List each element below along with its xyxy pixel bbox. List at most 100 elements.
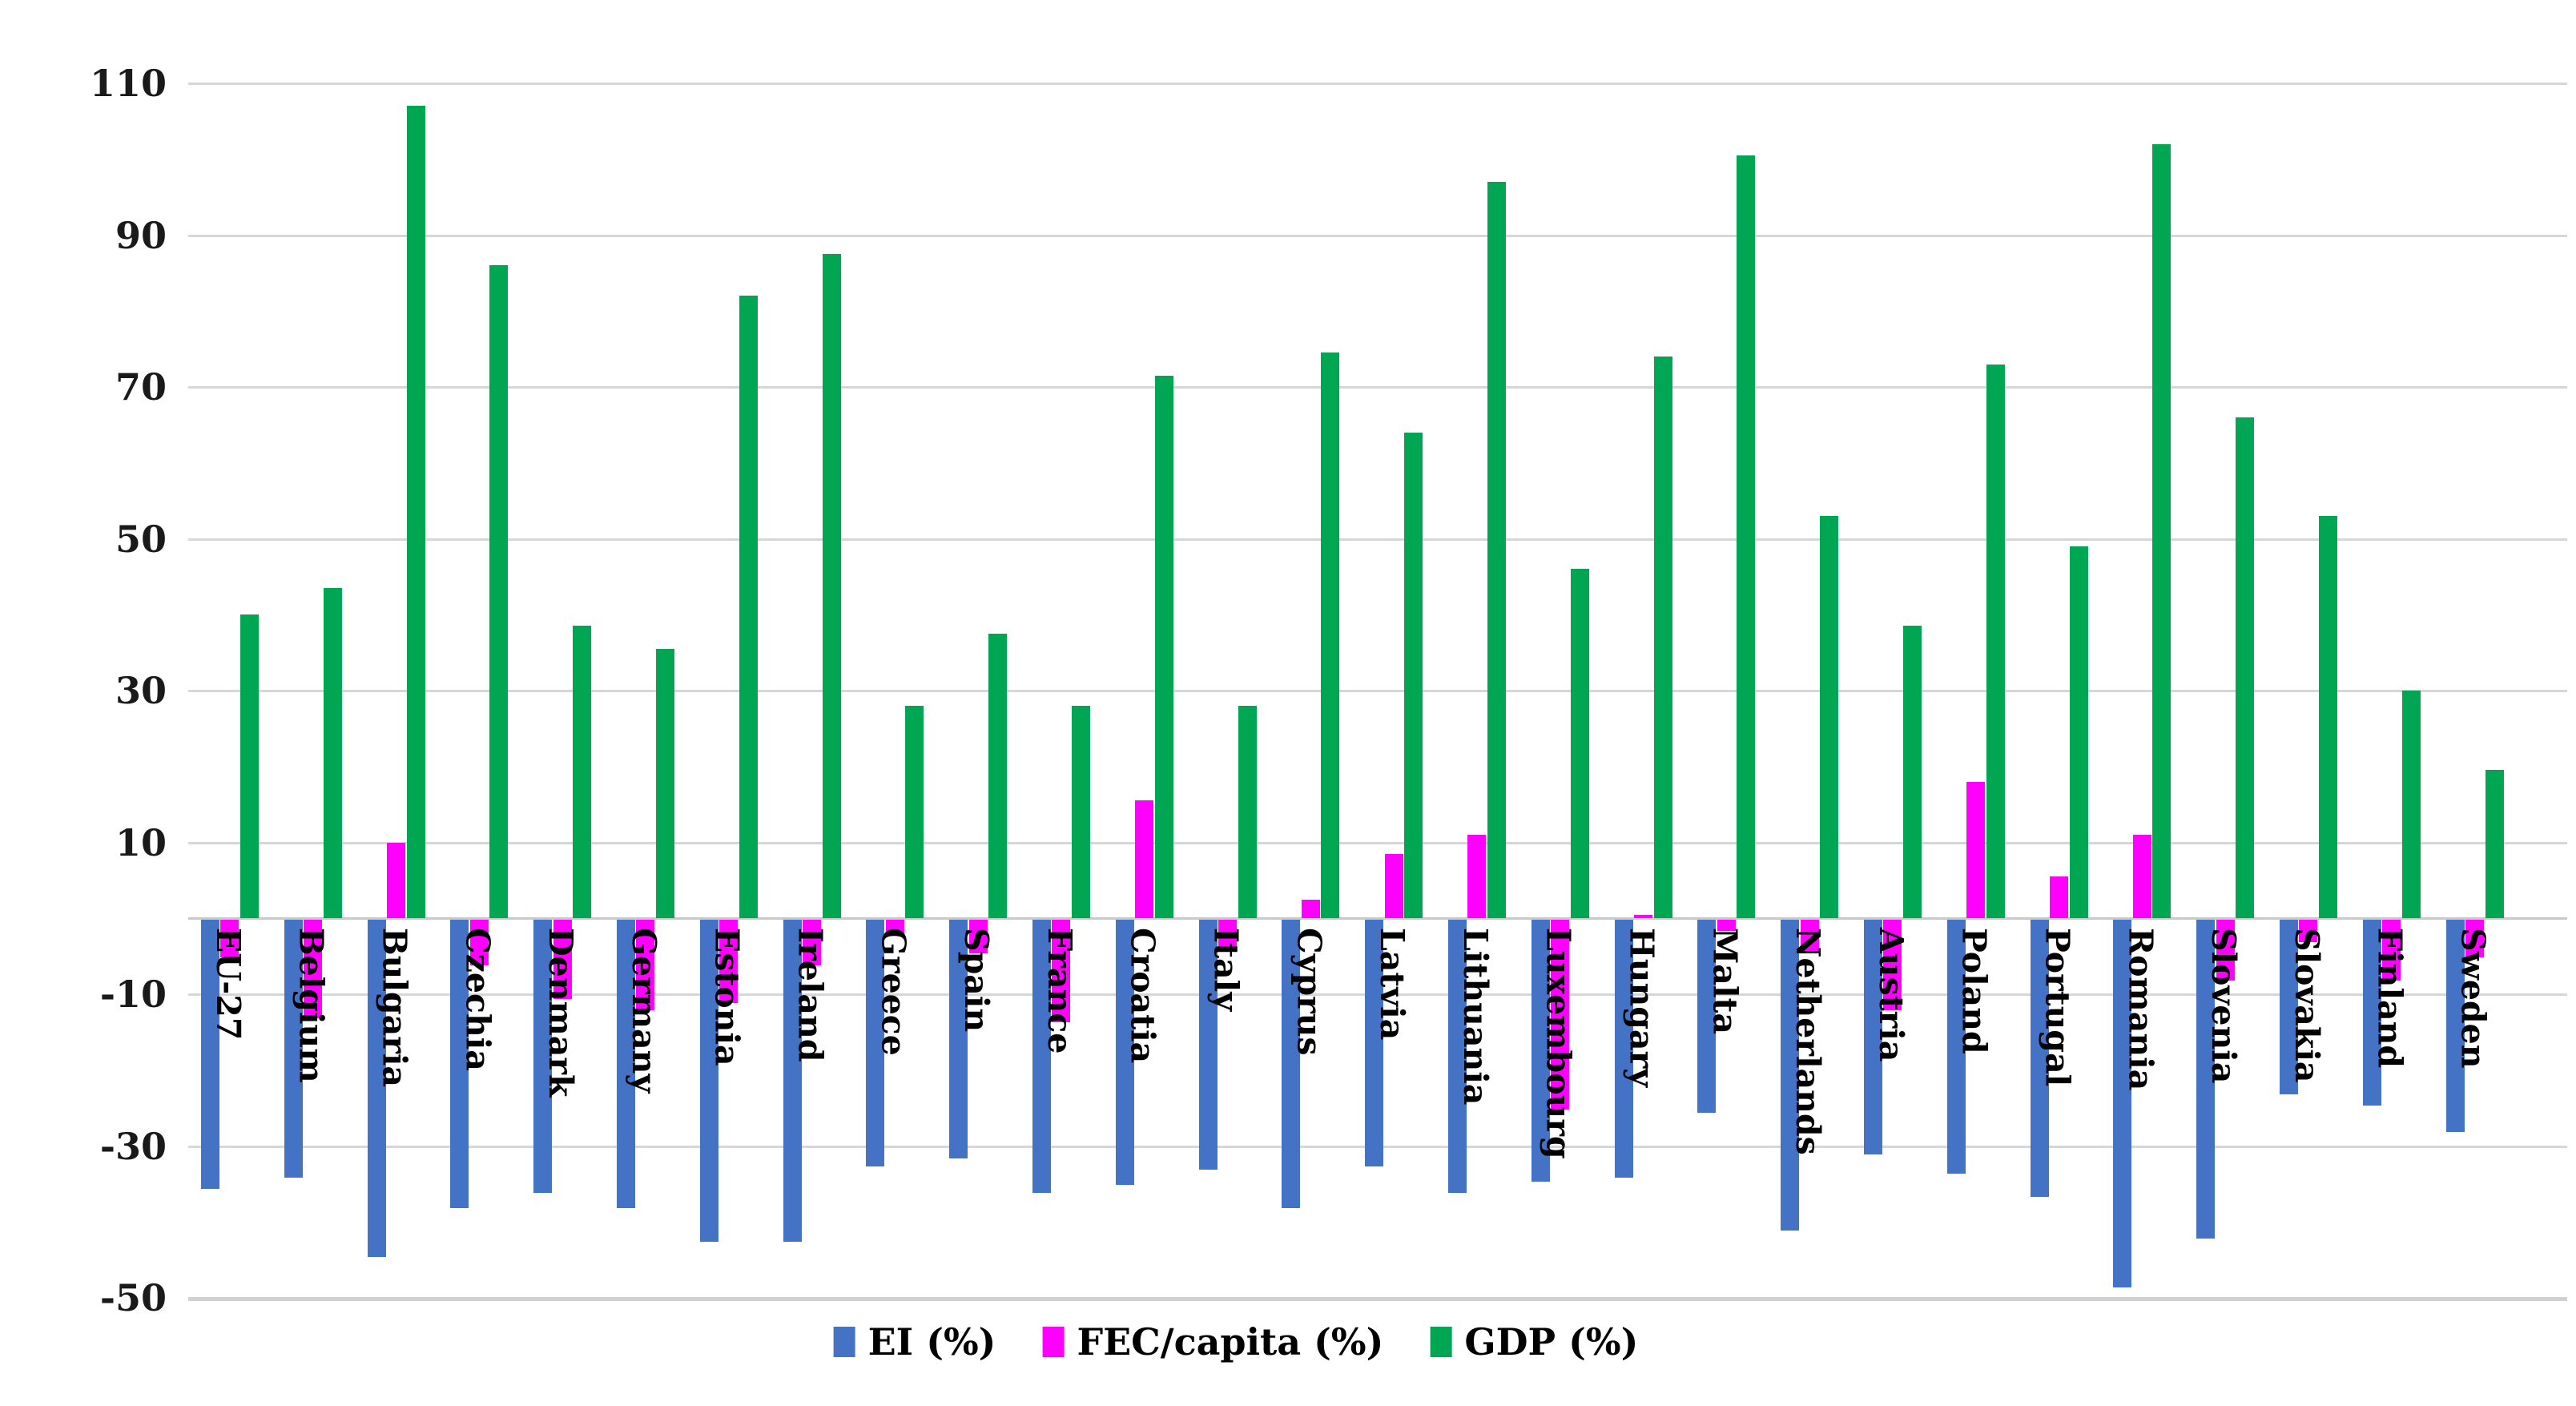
- legend-swatch-gdp-icon: [1430, 1327, 1452, 1357]
- bar-fec-germany: [636, 919, 655, 1011]
- bar-fec-finland: [2382, 919, 2401, 981]
- bar-gdp-sweden: [2485, 770, 2504, 919]
- bar-gdp-denmark: [573, 626, 592, 919]
- y-axis-tick-label: -30: [99, 1124, 167, 1168]
- bar-ei-portugal: [2030, 919, 2049, 1197]
- x-axis-label-cyprus: Cyprus: [1290, 928, 1329, 1056]
- legend: EI (%) FEC/capita (%) GDP (%): [833, 1320, 1638, 1364]
- bar-gdp-austria: [1902, 626, 1922, 919]
- gridline-y-70: [188, 386, 2567, 389]
- legend-label-ei: EI (%): [867, 1320, 996, 1364]
- bar-ei-malta: [1697, 919, 1717, 1114]
- bar-fec-sweden: [2465, 919, 2484, 958]
- legend-label-fec: FEC/capita (%): [1077, 1320, 1384, 1364]
- bar-ei-denmark: [533, 919, 553, 1193]
- bar-fec-spain: [968, 919, 988, 954]
- bar-ei-greece: [866, 919, 885, 1166]
- bar-gdp-estonia: [739, 296, 758, 919]
- legend-item-fec: FEC/capita (%): [1042, 1320, 1383, 1364]
- bar-fec-france: [1052, 919, 1071, 1022]
- bar-gdp-slovenia: [2236, 417, 2255, 919]
- bar-ei-cyprus: [1282, 919, 1301, 1208]
- bar-ei-croatia: [1115, 919, 1134, 1186]
- bar-gdp-belgium: [323, 588, 342, 919]
- bar-fec-malta: [1717, 919, 1736, 931]
- bar-ei-slovakia: [2279, 919, 2298, 1094]
- bar-ei-latvia: [1365, 919, 1384, 1166]
- bar-gdp-latvia: [1404, 432, 1423, 919]
- legend-label-gdp: GDP (%): [1464, 1320, 1639, 1364]
- bar-fec-romania: [2132, 835, 2151, 919]
- bar-gdp-cyprus: [1321, 353, 1340, 919]
- y-axis-tick-label: 50: [115, 517, 167, 561]
- x-axis-label-hungary: Hungary: [1622, 928, 1661, 1088]
- bar-gdp-eu-27: [239, 614, 259, 919]
- gridline-y-50: [188, 538, 2567, 541]
- bar-gdp-france: [1071, 705, 1090, 919]
- y-axis-tick-label: -10: [99, 973, 167, 1016]
- x-axis-label-finland: Finland: [2370, 928, 2409, 1069]
- legend-swatch-ei-icon: [833, 1327, 855, 1357]
- bar-fec-croatia: [1135, 800, 1154, 919]
- bar-gdp-hungary: [1653, 357, 1672, 919]
- bar-ei-hungary: [1614, 919, 1633, 1178]
- bar-fec-belgium: [304, 919, 323, 1018]
- gridline-y-10: [188, 841, 2567, 844]
- x-axis-label-austria: Austria: [1871, 928, 1910, 1062]
- bar-gdp-ireland: [822, 254, 841, 919]
- gridline-y-90: [188, 234, 2567, 237]
- bar-ei-austria: [1863, 919, 1882, 1155]
- bar-gdp-malta: [1737, 155, 1756, 919]
- bar-gdp-slovakia: [2318, 516, 2337, 919]
- legend-item-ei: EI (%): [833, 1320, 996, 1364]
- x-axis-label-czechia: Czechia: [458, 928, 497, 1072]
- bar-fec-portugal: [2050, 876, 2068, 919]
- bar-fec-bulgaria: [387, 842, 405, 919]
- x-axis-label-germany: Germany: [624, 928, 663, 1094]
- bar-gdp-portugal: [2069, 546, 2088, 919]
- bar-fec-lithuania: [1467, 835, 1487, 919]
- bar-ei-belgium: [284, 919, 303, 1178]
- x-axis-label-netherlands: Netherlands: [1789, 928, 1828, 1155]
- bar-fec-denmark: [553, 919, 572, 1000]
- bar-ei-finland: [2362, 919, 2381, 1106]
- x-axis-label-malta: Malta: [1705, 928, 1745, 1035]
- bar-fec-poland: [1966, 781, 1986, 919]
- gridline-y-0: [188, 917, 2567, 921]
- gridline-y-110: [188, 83, 2567, 85]
- bar-gdp-bulgaria: [406, 106, 425, 919]
- y-axis-tick-label: 90: [115, 213, 167, 257]
- x-axis-label-spain: Spain: [957, 928, 996, 1033]
- x-axis-label-portugal: Portugal: [2038, 928, 2077, 1087]
- x-axis-label-croatia: Croatia: [1123, 928, 1162, 1064]
- x-axis-label-ireland: Ireland: [791, 928, 830, 1062]
- bar-ei-estonia: [699, 919, 718, 1243]
- bar-gdp-lithuania: [1487, 182, 1506, 919]
- y-axis-tick-label: 110: [89, 62, 167, 105]
- x-axis-label-eu-27: EU-27: [208, 928, 248, 1041]
- x-axis-label-luxembourg: Luxembourg: [1539, 928, 1578, 1159]
- bar-gdp-italy: [1238, 705, 1257, 919]
- bar-fec-ireland: [803, 919, 821, 965]
- bar-ei-italy: [1198, 919, 1218, 1170]
- bar-ei-germany: [616, 919, 635, 1208]
- bar-gdp-finland: [2401, 691, 2421, 919]
- bar-ei-spain: [949, 919, 968, 1159]
- bar-ei-luxembourg: [1531, 919, 1550, 1182]
- x-axis-label-belgium: Belgium: [292, 928, 331, 1083]
- bar-fec-czechia: [469, 919, 489, 965]
- x-axis-label-romania: Romania: [2121, 928, 2160, 1091]
- legend-item-gdp: GDP (%): [1430, 1320, 1638, 1364]
- legend-swatch-fec-icon: [1042, 1327, 1065, 1357]
- bar-ei-ireland: [783, 919, 802, 1243]
- gridline-y-30: [188, 690, 2567, 692]
- x-axis-label-italy: Italy: [1206, 928, 1246, 1012]
- x-axis-label-latvia: Latvia: [1373, 928, 1412, 1041]
- bar-fec-greece: [885, 919, 904, 935]
- bar-fec-latvia: [1384, 853, 1403, 919]
- x-axis-label-estonia: Estonia: [707, 928, 747, 1066]
- x-axis-label-denmark: Denmark: [541, 928, 581, 1098]
- bar-ei-bulgaria: [367, 919, 386, 1258]
- bar-gdp-greece: [905, 705, 924, 919]
